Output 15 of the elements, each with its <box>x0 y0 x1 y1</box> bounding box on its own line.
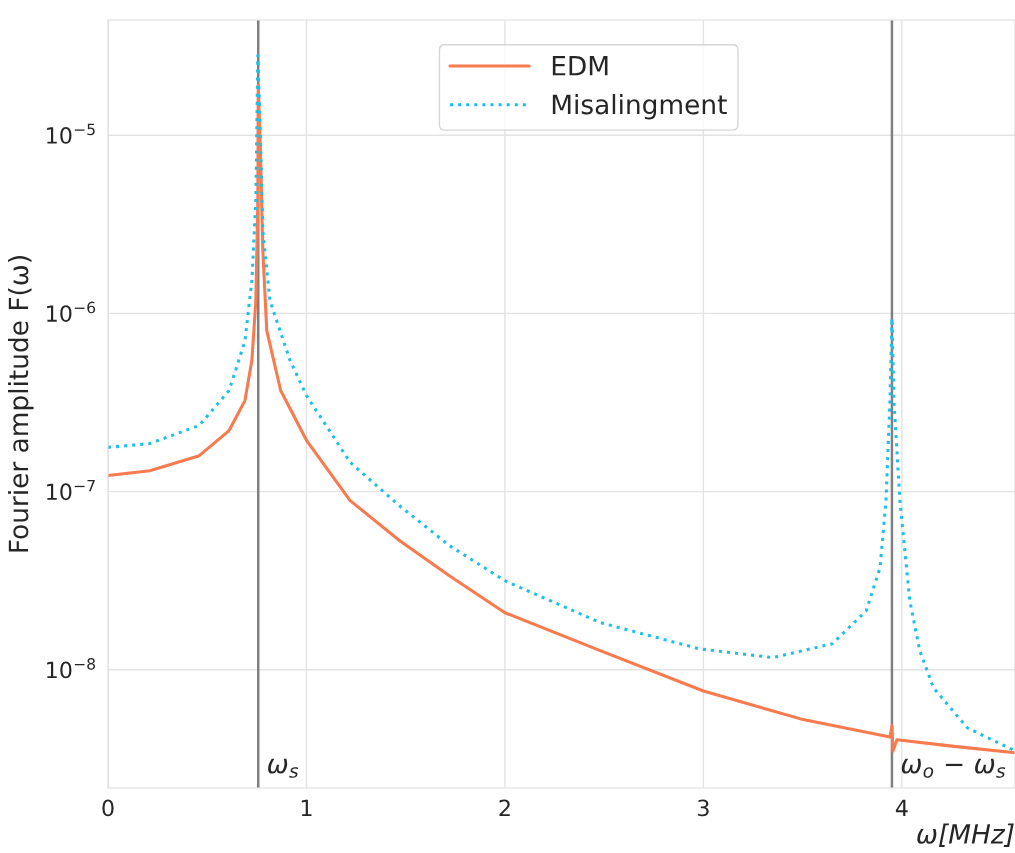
y-tick-label: 10$^{−7}$ <box>47 480 95 501</box>
x-tick-label: 2 <box>499 799 510 816</box>
ref-line-label: ω$_{s}$ <box>268 758 299 778</box>
legend-label: Misalingment <box>552 94 727 120</box>
x-tick-label: 4 <box>895 799 908 816</box>
ref-line-label: ω$_{o}$ − ω$_{s}$ <box>901 758 1006 778</box>
y-axis-title: Fourier amplitude F(ω) <box>8 256 34 552</box>
x-tick-label: 1 <box>301 799 312 816</box>
legend-label: EDM <box>552 56 608 76</box>
x-tick-label: 0 <box>102 799 114 817</box>
y-tick-label: 10$^{−6}$ <box>47 301 96 322</box>
y-tick-label: 10$^{−5}$ <box>47 123 95 144</box>
x-axis-title: ω[MHz] <box>917 823 1014 847</box>
x-tick-label: 3 <box>698 799 709 817</box>
y-tick-label: 10$^{−8}$ <box>47 657 96 679</box>
